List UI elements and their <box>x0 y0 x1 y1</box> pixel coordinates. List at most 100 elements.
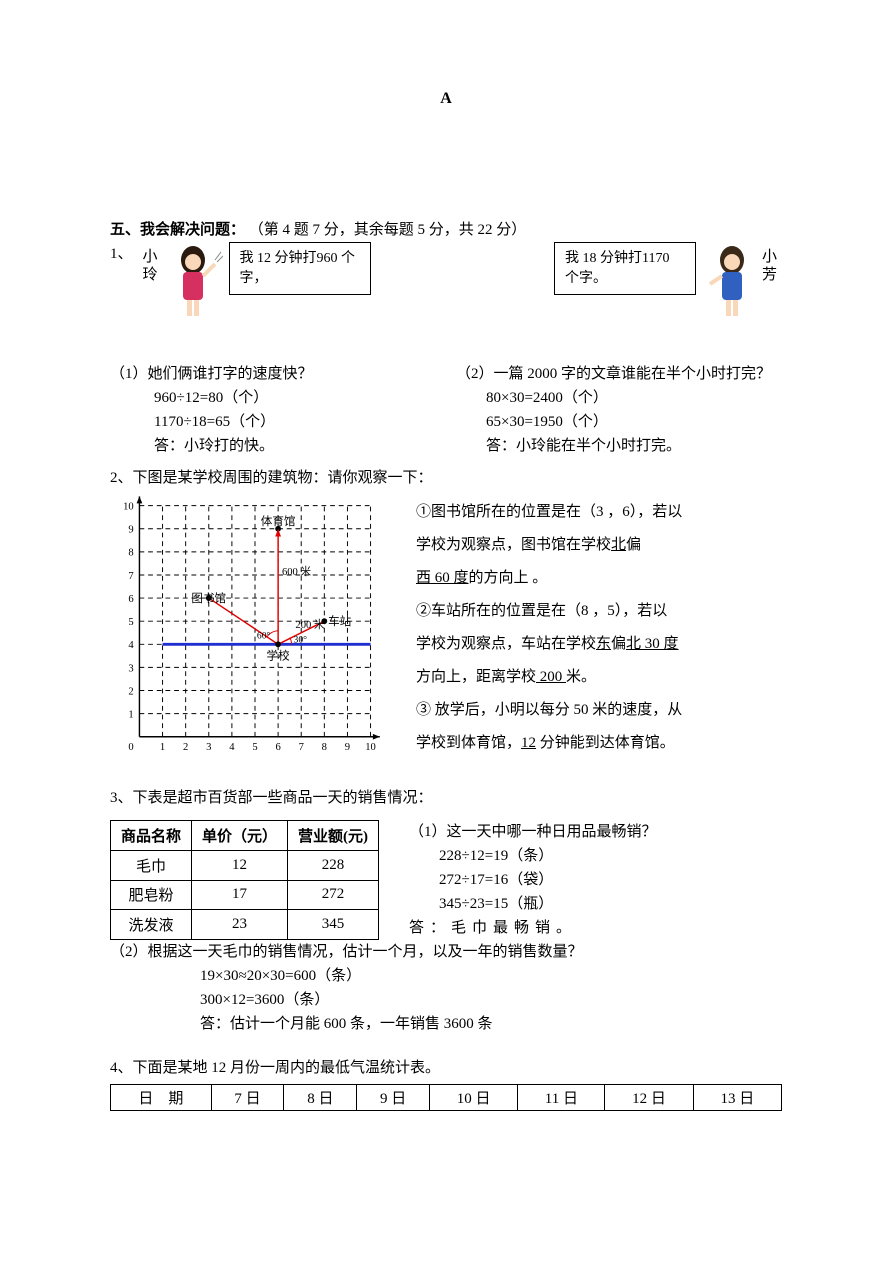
q3-p1-l3: 345÷23=15（瓶） <box>409 892 782 916</box>
q2-line2c-a: 方向上，距离学校 <box>416 669 536 685</box>
svg-text:3: 3 <box>206 742 211 753</box>
table-cell: 228 <box>288 850 379 880</box>
q3-p1-label: （1）这一天中哪一种日用品最畅销？ <box>409 820 782 844</box>
q3-p1-l2: 272÷17=16（袋） <box>409 868 782 892</box>
q2-line3b-a: 学校到体育馆， <box>416 735 521 751</box>
q3-col2: 营业额(元) <box>288 821 379 851</box>
svg-text:1: 1 <box>160 742 165 753</box>
table-cell: 17 <box>192 880 288 910</box>
table-cell: 12 日 <box>605 1085 693 1111</box>
girl-right-icon <box>702 242 762 322</box>
table-cell: 23 <box>192 910 288 940</box>
q2-line2b-a: 学校为观察点，车站在学校 <box>416 636 596 652</box>
header-letter: A <box>110 90 782 108</box>
q2-line1b: 学校为观察点，图书馆在学校北偏 <box>416 529 782 562</box>
q3-p1-l1: 228÷12=19（条） <box>409 844 782 868</box>
svg-text:图书馆: 图书馆 <box>191 591 226 605</box>
table-cell: 7 日 <box>211 1085 284 1111</box>
svg-text:7: 7 <box>299 742 304 753</box>
table-cell: 272 <box>288 880 379 910</box>
q2-line1b-u1: 北 <box>611 537 626 553</box>
table-cell: 12 <box>192 850 288 880</box>
q4-temp-table: 日 期 7 日 8 日 9 日 10 日 11 日 12 日 13 日 <box>110 1084 782 1111</box>
q3-p2-l1: 19×30≈20×30=600（条） <box>200 964 782 988</box>
section5-title-bold: 五、我会解决问题： <box>110 222 245 238</box>
svg-text:学校: 学校 <box>267 649 291 663</box>
q2-line2b: 学校为观察点，车站在学校东偏北 30 度 <box>416 628 782 661</box>
svg-text:8: 8 <box>128 548 133 559</box>
q1-name-left: 小玲 <box>143 242 163 284</box>
q2-intro: 2、下图是某学校周围的建筑物：请你观察一下： <box>110 466 782 490</box>
girl-left-icon <box>163 242 223 322</box>
q2-line2c: 方向上，距离学校 200 米。 <box>416 661 782 694</box>
q1-number: 1、 <box>110 242 133 263</box>
svg-text:200 米: 200 米 <box>295 618 325 631</box>
table-cell: 345 <box>288 910 379 940</box>
table-cell: 毛巾 <box>111 850 192 880</box>
q2-line1c: 西 60 度的方向上 。 <box>416 562 782 595</box>
svg-text:9: 9 <box>128 525 133 536</box>
svg-text:5: 5 <box>252 742 257 753</box>
table-cell: 肥皂粉 <box>111 880 192 910</box>
q2-line2c-b: 米。 <box>566 669 596 685</box>
q3-intro: 3、下表是超市百货部一些商品一天的销售情况： <box>110 786 782 810</box>
q2-line3b: 学校到体育馆，12 分钟能到达体育馆。 <box>416 727 782 760</box>
table-cell: 日 期 <box>111 1085 212 1111</box>
q2-line1b-b: 偏 <box>626 537 641 553</box>
svg-text:3: 3 <box>128 663 133 674</box>
q2-line2b-u2: 北 30 度 <box>626 636 679 652</box>
speech-bubble-left: 我 12 分钟打960 个字， <box>229 242 371 295</box>
q3-p2-ans: 答：估计一个月能 600 条，一年销售 3600 条 <box>200 1012 782 1036</box>
section5-title: 五、我会解决问题： （第 4 题 7 分，其余每题 5 分，共 22 分） <box>110 218 782 242</box>
q1-p1-l1: 960÷12=80（个） <box>110 386 436 410</box>
section5-paren: （第 4 题 7 分，其余每题 5 分，共 22 分） <box>249 222 527 238</box>
q3-p1-ans: 答：毛巾最畅销。 <box>409 916 782 940</box>
svg-text:10: 10 <box>123 501 134 512</box>
q2-line2b-u1: 东 <box>596 636 611 652</box>
q2-line1a: ①图书馆所在的位置是在（3 ，6），若以 <box>416 496 782 529</box>
svg-text:10: 10 <box>365 742 376 753</box>
q1-p1-l2: 1170÷18=65（个） <box>110 410 436 434</box>
q1-name-right: 小芳 <box>762 242 782 284</box>
q1-p2-ans: 答：小玲能在半个小时打完。 <box>456 434 782 458</box>
q3-col1: 单价（元） <box>192 821 288 851</box>
svg-text:2: 2 <box>183 742 188 753</box>
speech-bubble-right: 我 18 分钟打1170 个字。 <box>554 242 696 295</box>
q2-line1c-u: 西 60 度 <box>416 570 469 586</box>
q1-p2-label: （2）一篇 2000 字的文章谁能在半个小时打完？ <box>456 362 782 386</box>
table-cell: 13 日 <box>693 1085 781 1111</box>
svg-text:60°: 60° <box>257 631 271 642</box>
q2-line2b-b: 偏 <box>611 636 626 652</box>
q3-sales-table: 商品名称 单价（元） 营业额(元) 毛巾 12 228 肥皂粉 17 272 洗… <box>110 820 379 940</box>
q1-p2-l1: 80×30=2400（个） <box>456 386 782 410</box>
q3-col0: 商品名称 <box>111 821 192 851</box>
svg-text:0: 0 <box>128 742 133 753</box>
svg-text:车站: 车站 <box>328 614 352 628</box>
q2-line3a: ③ 放学后，小明以每分 50 米的速度，从 <box>416 694 782 727</box>
svg-text:2: 2 <box>128 686 133 697</box>
svg-text:6: 6 <box>128 594 133 605</box>
table-cell: 9 日 <box>357 1085 430 1111</box>
svg-text:600 米: 600 米 <box>282 565 312 578</box>
table-cell: 11 日 <box>518 1085 605 1111</box>
q2-grid-diagram: 11223344556677889910100图书馆体育馆车站学校600 米20… <box>110 496 400 756</box>
svg-text:1: 1 <box>128 709 133 720</box>
q1-p1-ans: 答：小玲打的快。 <box>110 434 436 458</box>
svg-text:体育馆: 体育馆 <box>261 514 296 528</box>
q2-line3b-b: 分钟能到达体育馆。 <box>536 735 675 751</box>
q1-p2-l2: 65×30=1950（个） <box>456 410 782 434</box>
svg-text:4: 4 <box>229 742 235 753</box>
q2-line2a: ②车站所在的位置是在（8 ，5），若以 <box>416 595 782 628</box>
q2-line1c-b: 的方向上 。 <box>469 570 548 586</box>
svg-text:7: 7 <box>128 571 133 582</box>
table-cell: 洗发液 <box>111 910 192 940</box>
q4-intro: 4、下面是某地 12 月份一周内的最低气温统计表。 <box>110 1056 782 1080</box>
table-cell: 8 日 <box>284 1085 357 1111</box>
svg-text:5: 5 <box>128 617 133 628</box>
svg-text:30°: 30° <box>294 634 308 645</box>
svg-text:6: 6 <box>275 742 280 753</box>
q1-p1-label: （1）她们俩谁打字的速度快？ <box>110 362 436 386</box>
q2-line2c-u: 200 <box>536 669 566 685</box>
svg-text:9: 9 <box>345 742 350 753</box>
table-cell: 10 日 <box>430 1085 518 1111</box>
